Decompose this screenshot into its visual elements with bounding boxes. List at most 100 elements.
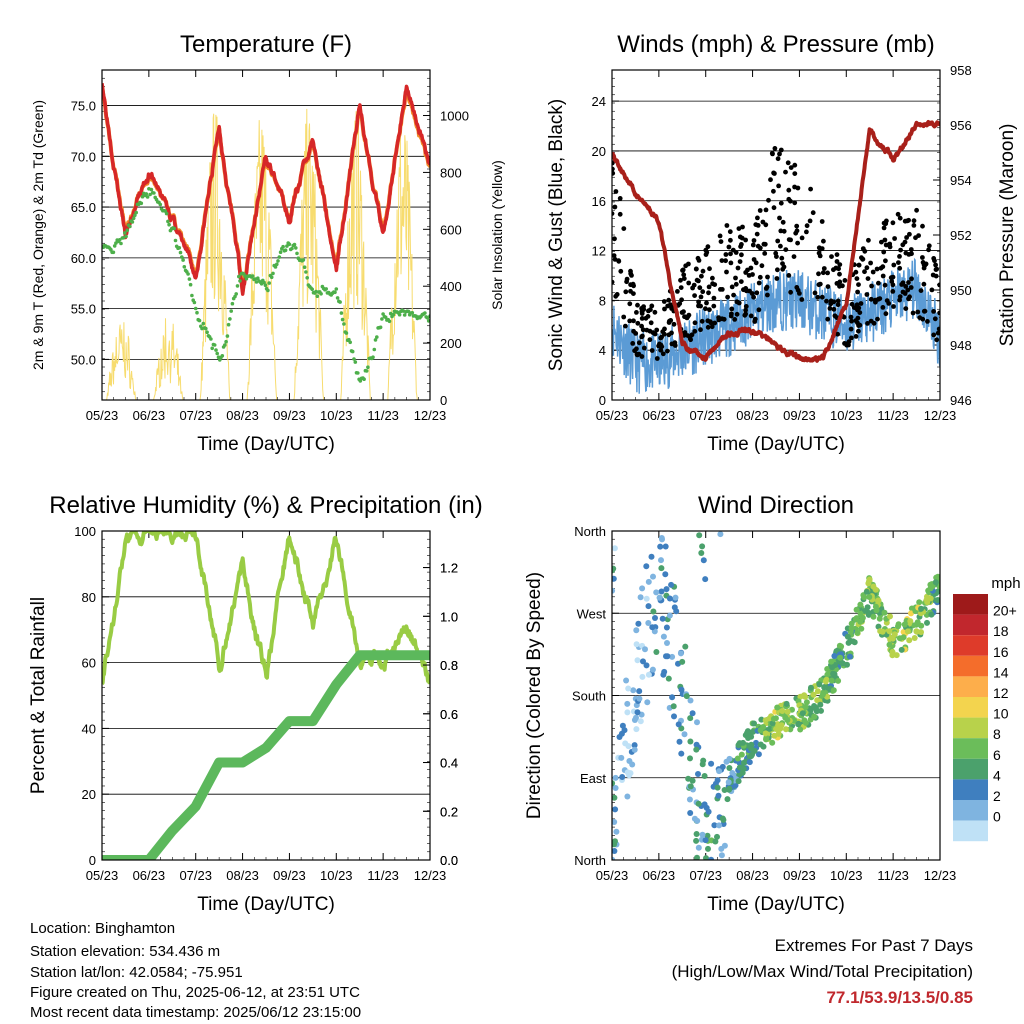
y-tick-label: 20 bbox=[592, 144, 606, 159]
gust-point bbox=[706, 290, 711, 296]
gust-point bbox=[908, 285, 914, 290]
direction-point bbox=[658, 535, 665, 541]
direction-point bbox=[911, 635, 918, 641]
dewpoint-point bbox=[271, 271, 275, 276]
gust-point bbox=[862, 269, 867, 275]
gust-point bbox=[630, 341, 636, 346]
direction-point bbox=[663, 586, 670, 593]
y2-tick-label: 0.4 bbox=[440, 756, 458, 771]
gust-point bbox=[929, 287, 935, 293]
gust-point bbox=[719, 287, 725, 292]
dewpoint-point bbox=[366, 365, 370, 370]
x-tick-label: 06/23 bbox=[133, 868, 166, 883]
direction-point bbox=[808, 684, 814, 691]
gust-point bbox=[755, 243, 761, 249]
gust-point bbox=[612, 279, 615, 285]
gust-point bbox=[799, 297, 805, 302]
direction-point bbox=[612, 819, 618, 825]
gust-point bbox=[744, 288, 749, 294]
gust-point bbox=[737, 259, 743, 264]
gust-point bbox=[759, 263, 765, 269]
gust-point bbox=[780, 266, 786, 272]
direction-point bbox=[681, 731, 688, 738]
gust-point bbox=[682, 314, 687, 320]
legend-swatch bbox=[953, 800, 988, 821]
dewpoint-point bbox=[212, 343, 217, 347]
y-tick-label: 60 bbox=[82, 656, 96, 671]
direction-point bbox=[673, 608, 680, 615]
direction-point bbox=[612, 794, 618, 801]
dewpoint-point bbox=[215, 351, 219, 356]
direction-point bbox=[645, 671, 652, 678]
gust-point bbox=[733, 250, 739, 255]
direction-point bbox=[746, 759, 753, 766]
direction-point bbox=[720, 816, 727, 823]
gust-point bbox=[902, 291, 908, 296]
gust-point bbox=[792, 200, 798, 206]
gust-point bbox=[776, 183, 781, 189]
direction-point bbox=[726, 755, 733, 762]
info-elevation: Station elevation: 534.436 m bbox=[30, 943, 221, 960]
direction-point bbox=[682, 643, 689, 650]
gust-point bbox=[788, 198, 793, 204]
gust-point bbox=[707, 266, 712, 272]
direction-point bbox=[625, 743, 632, 750]
dewpoint-point bbox=[275, 262, 279, 267]
dewpoint-point bbox=[402, 313, 407, 317]
direction-point bbox=[717, 531, 724, 538]
direction-point bbox=[830, 670, 837, 677]
gust-point bbox=[778, 200, 784, 206]
gust-point bbox=[624, 276, 630, 282]
direction-point bbox=[891, 631, 898, 638]
gust-point bbox=[794, 228, 800, 234]
dewpoint-point bbox=[130, 220, 135, 224]
direction-point bbox=[726, 765, 733, 771]
gust-point bbox=[804, 229, 809, 235]
y2-tick-label: 0.0 bbox=[440, 853, 458, 868]
gust-point bbox=[686, 261, 691, 267]
temperature-series bbox=[102, 82, 430, 400]
dewpoint-point bbox=[373, 338, 378, 342]
dewpoint-point bbox=[423, 311, 427, 315]
x-tick-label: 09/23 bbox=[273, 868, 306, 883]
gust-point bbox=[743, 237, 748, 243]
gust-point bbox=[628, 268, 633, 274]
gust-point bbox=[931, 332, 937, 338]
direction-point bbox=[664, 640, 670, 646]
direction-point bbox=[783, 726, 789, 733]
dewpoint-point bbox=[204, 326, 208, 331]
direction-point bbox=[766, 725, 773, 732]
y-axis-label: Sonic Wind & Gust (Blue, Black) bbox=[546, 99, 567, 371]
direction-point bbox=[662, 543, 669, 550]
direction-point bbox=[865, 580, 872, 587]
gust-point bbox=[808, 186, 813, 192]
direction-point bbox=[623, 677, 630, 684]
dewpoint-point bbox=[181, 258, 185, 262]
gust-point bbox=[825, 284, 831, 289]
dewpoint-point bbox=[149, 187, 154, 192]
gust-point bbox=[623, 289, 629, 295]
dewpoint-point bbox=[201, 321, 206, 326]
gust-point bbox=[763, 286, 769, 291]
y-tick-label: 55.0 bbox=[71, 302, 96, 317]
dewpoint-point bbox=[214, 348, 218, 352]
gust-point bbox=[734, 311, 740, 317]
y-tick-label: 12 bbox=[592, 244, 606, 259]
direction-point bbox=[714, 833, 720, 840]
gust-point bbox=[648, 320, 654, 326]
direction-point bbox=[613, 828, 620, 835]
y2-tick-label: 0.0 bbox=[440, 853, 458, 868]
y2-tick-label: 954 bbox=[950, 173, 972, 188]
direction-point bbox=[612, 565, 617, 572]
gust-point bbox=[856, 282, 861, 287]
direction-point bbox=[678, 750, 685, 757]
gust-point bbox=[864, 292, 870, 297]
x-tick-label: 11/23 bbox=[367, 408, 399, 423]
y2-tick-label: 952 bbox=[950, 228, 972, 243]
gust-point bbox=[693, 266, 699, 272]
gust-point bbox=[921, 265, 927, 271]
direction-point bbox=[873, 607, 880, 614]
y-tick-label: 65.0 bbox=[71, 200, 96, 215]
gust-point bbox=[860, 246, 866, 252]
direction-point bbox=[774, 704, 781, 711]
